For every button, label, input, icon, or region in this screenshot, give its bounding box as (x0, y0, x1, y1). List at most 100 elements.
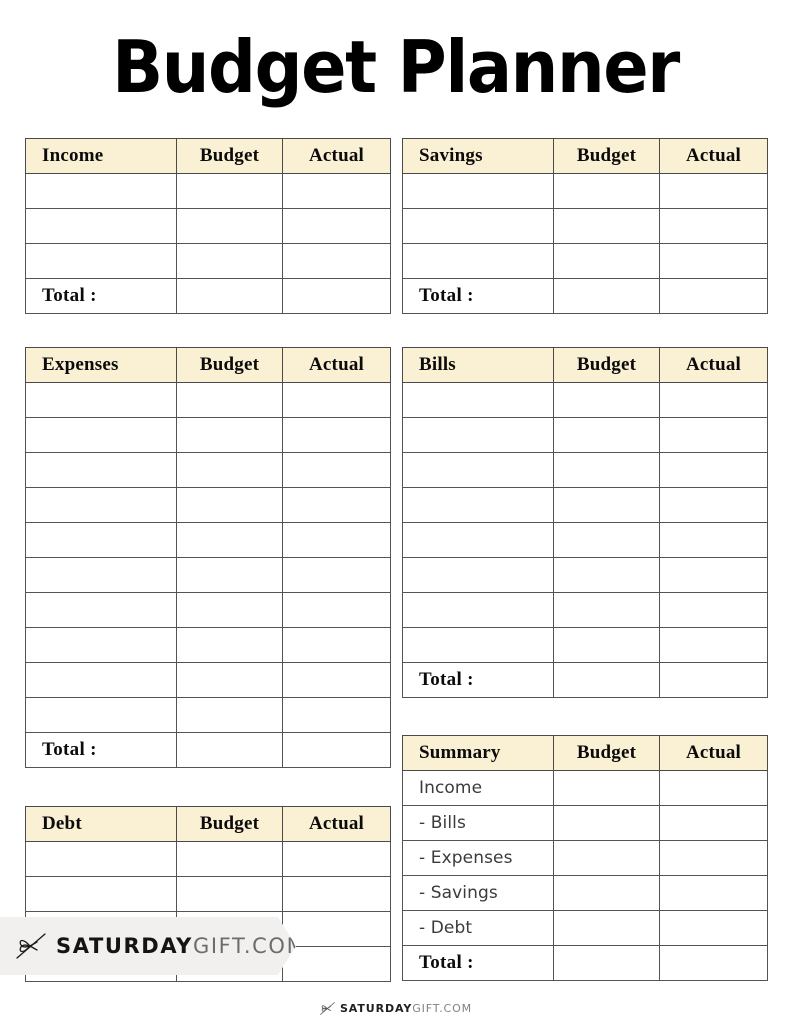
expenses-cell-actual[interactable] (282, 697, 391, 733)
debt-cell-actual[interactable] (282, 946, 391, 982)
bills-cell-budget[interactable] (553, 452, 660, 488)
savings-cell-budget[interactable] (553, 243, 660, 279)
bills-cell-actual[interactable] (659, 382, 768, 418)
expenses-cell-actual[interactable] (282, 662, 391, 698)
expenses-cell-actual[interactable] (282, 452, 391, 488)
expenses-cell-label[interactable] (25, 557, 177, 593)
expenses-cell-budget[interactable] (176, 487, 283, 523)
expenses-cell-label[interactable] (25, 382, 177, 418)
bills-cell-label[interactable] (402, 452, 554, 488)
income-cell-label[interactable] (25, 173, 177, 209)
expenses-cell-label[interactable] (25, 592, 177, 628)
income-cell-actual[interactable] (282, 243, 391, 279)
savings-cell-label[interactable] (402, 243, 554, 279)
income-cell-actual[interactable] (282, 208, 391, 244)
bills-cell-budget[interactable] (553, 417, 660, 453)
debt-cell-budget[interactable] (176, 841, 283, 877)
debt-cell-label[interactable] (25, 876, 177, 912)
bills-cell-budget[interactable] (553, 382, 660, 418)
bills-cell-actual[interactable] (659, 627, 768, 663)
expenses-cell-label[interactable] (25, 417, 177, 453)
bills-cell-actual[interactable] (659, 487, 768, 523)
bills-cell-label[interactable] (402, 487, 554, 523)
expenses-cell-label[interactable] (25, 697, 177, 733)
expenses-cell-label[interactable] (25, 522, 177, 558)
expenses-cell-budget[interactable] (176, 557, 283, 593)
bills-cell-label[interactable] (402, 382, 554, 418)
savings-total-budget[interactable] (553, 278, 660, 314)
expenses-total-budget[interactable] (176, 732, 283, 768)
income-total-budget[interactable] (176, 278, 283, 314)
bills-cell-label[interactable] (402, 592, 554, 628)
savings-cell-actual[interactable] (659, 173, 768, 209)
summary-expenses-budget[interactable] (553, 840, 660, 876)
income-total-actual[interactable] (282, 278, 391, 314)
expenses-cell-budget[interactable] (176, 417, 283, 453)
bills-cell-actual[interactable] (659, 557, 768, 593)
bills-cell-budget[interactable] (553, 522, 660, 558)
expenses-cell-actual[interactable] (282, 487, 391, 523)
income-cell-label[interactable] (25, 208, 177, 244)
expenses-cell-actual[interactable] (282, 382, 391, 418)
debt-cell-actual[interactable] (282, 911, 391, 947)
debt-cell-actual[interactable] (282, 841, 391, 877)
income-cell-actual[interactable] (282, 173, 391, 209)
summary-bills-budget[interactable] (553, 805, 660, 841)
savings-cell-label[interactable] (402, 208, 554, 244)
expenses-cell-label[interactable] (25, 452, 177, 488)
expenses-cell-label[interactable] (25, 487, 177, 523)
savings-cell-budget[interactable] (553, 173, 660, 209)
savings-cell-actual[interactable] (659, 208, 768, 244)
expenses-cell-actual[interactable] (282, 522, 391, 558)
bills-cell-label[interactable] (402, 417, 554, 453)
bills-cell-label[interactable] (402, 627, 554, 663)
summary-savings-actual[interactable] (659, 875, 768, 911)
bills-cell-actual[interactable] (659, 592, 768, 628)
bills-cell-actual[interactable] (659, 417, 768, 453)
expenses-cell-budget[interactable] (176, 592, 283, 628)
income-cell-budget[interactable] (176, 173, 283, 209)
savings-cell-budget[interactable] (553, 208, 660, 244)
bills-cell-label[interactable] (402, 522, 554, 558)
savings-cell-actual[interactable] (659, 243, 768, 279)
summary-debt-actual[interactable] (659, 910, 768, 946)
debt-cell-label[interactable] (25, 841, 177, 877)
expenses-cell-budget[interactable] (176, 522, 283, 558)
expenses-cell-budget[interactable] (176, 627, 283, 663)
expenses-cell-budget[interactable] (176, 697, 283, 733)
debt-cell-actual[interactable] (282, 876, 391, 912)
bills-cell-budget[interactable] (553, 487, 660, 523)
expenses-cell-actual[interactable] (282, 417, 391, 453)
expenses-cell-budget[interactable] (176, 662, 283, 698)
bills-total-budget[interactable] (553, 662, 660, 698)
income-cell-budget[interactable] (176, 208, 283, 244)
expenses-cell-actual[interactable] (282, 557, 391, 593)
expenses-total-actual[interactable] (282, 732, 391, 768)
expenses-cell-label[interactable] (25, 662, 177, 698)
bills-total-actual[interactable] (659, 662, 768, 698)
bills-cell-budget[interactable] (553, 627, 660, 663)
bills-cell-actual[interactable] (659, 522, 768, 558)
summary-income-budget[interactable] (553, 770, 660, 806)
summary-income-actual[interactable] (659, 770, 768, 806)
expenses-cell-budget[interactable] (176, 452, 283, 488)
summary-bills-actual[interactable] (659, 805, 768, 841)
income-cell-budget[interactable] (176, 243, 283, 279)
summary-total-budget[interactable] (553, 945, 660, 981)
income-cell-label[interactable] (25, 243, 177, 279)
summary-total-actual[interactable] (659, 945, 768, 981)
summary-savings-budget[interactable] (553, 875, 660, 911)
savings-cell-label[interactable] (402, 173, 554, 209)
expenses-cell-actual[interactable] (282, 627, 391, 663)
expenses-cell-label[interactable] (25, 627, 177, 663)
summary-debt-budget[interactable] (553, 910, 660, 946)
bills-cell-budget[interactable] (553, 557, 660, 593)
bills-cell-budget[interactable] (553, 592, 660, 628)
savings-total-actual[interactable] (659, 278, 768, 314)
expenses-cell-budget[interactable] (176, 382, 283, 418)
summary-expenses-actual[interactable] (659, 840, 768, 876)
bills-cell-actual[interactable] (659, 452, 768, 488)
expenses-cell-actual[interactable] (282, 592, 391, 628)
bills-cell-label[interactable] (402, 557, 554, 593)
debt-cell-budget[interactable] (176, 876, 283, 912)
